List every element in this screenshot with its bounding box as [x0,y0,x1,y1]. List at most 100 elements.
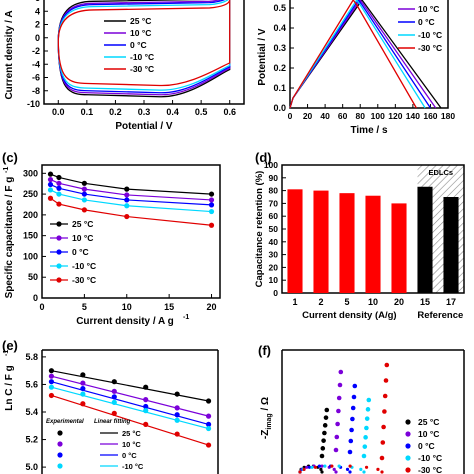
plot-frame [41,164,221,299]
legend-entry: -10 °C [72,261,96,271]
x-axis-label-sup: -1 [183,314,189,321]
x-tick-label: 120 [388,111,402,121]
impedance-point [345,467,350,471]
data-point [208,208,215,215]
y-axis-label: Potential / V [257,28,268,86]
fit-line-0 [51,370,209,402]
y-axis-label-main: -Z [260,430,271,439]
impedance-point [347,449,353,455]
data-point [205,442,212,448]
bar-15 [417,186,433,293]
data-point [47,195,54,201]
x-tick-label: 0.2 [109,107,122,117]
y-tick-label: 0.1 [273,83,286,93]
x-tick-label: 160 [423,111,437,121]
impedance-point [320,464,324,468]
legend-entry: -30 °C [130,64,154,74]
x-tick-label: 15 [420,297,430,307]
impedance-point [333,447,339,453]
impedance-point [322,423,328,428]
data-point [111,394,117,400]
legend-header: Experimental [46,419,84,425]
legend-entry: 10 °C [72,233,93,243]
x-tick-label: 60 [338,111,348,121]
impedance-point [305,465,309,469]
y-tick-label: 50 [269,224,279,234]
y-axis-label-sup: -1 [3,167,10,173]
impedance-point [324,407,330,413]
x-tick-label: 80 [355,111,365,121]
y-tick-label: 200 [23,210,38,220]
panel-label: (e) [2,338,18,353]
x-tick-label: 20 [394,297,404,307]
legend-entry: 25 °C [130,16,151,26]
data-point [47,171,54,177]
impedance-point [298,470,302,474]
legend-marker [57,430,63,436]
data-point [56,174,62,181]
legend-entry: 25 °C [418,417,439,427]
legend-entry: 25 °C [72,219,93,229]
data-point [124,186,130,192]
cv-curve-4 [57,0,231,87]
bar-10 [365,195,381,293]
x-tick-label: 0.3 [138,107,151,117]
y-tick-label: 60 [269,211,279,221]
data-point [81,186,87,192]
legend-entry: -30 °C [418,465,442,474]
data-point [48,368,55,374]
x-tick-label: 0.1 [81,107,94,117]
impedance-point [323,415,329,420]
data-point [143,403,149,410]
y-axis-label-sub: imag [266,413,273,429]
legend-marker [56,277,62,283]
y-tick-label: 90 [269,173,279,183]
y-axis-label: Specific capacitance / F g [4,177,15,299]
cv-curve-3 [57,0,231,91]
y-tick-label: 2 [35,20,40,30]
legend-entry: -10 °C [122,462,144,471]
data-point [174,412,180,418]
impedance-point [362,444,368,449]
x-tick-label: 10 [368,297,378,307]
y-tick-label: 5.6 [25,379,38,389]
data-point [48,392,55,399]
x-axis-label: Time / s [350,125,387,136]
x-tick-label: 15 [164,302,174,312]
x-tick-label: 0 [288,111,293,121]
x-tick-label: 0.5 [195,107,208,117]
data-point [205,421,212,427]
x-axis-label: Potential / V [115,121,173,132]
y-tick-label: -6 [32,73,40,83]
panel-a: -10 -8 -6 -4 -2 0 2 4 6 0.0 0.1 0.2 0.3 0.4 0.5 0.6 Pote… [4,0,245,132]
y-tick-label: 4 [35,6,40,16]
impedance-point [336,395,342,401]
legend-marker [405,455,411,461]
reference-label: EDLCs [428,168,453,177]
impedance-point [334,470,338,474]
legend-entry: 10 °C [122,440,141,449]
x-tick-label: 0.4 [166,107,179,117]
data-point [208,202,215,208]
data-point [124,203,130,209]
data-point [81,207,87,213]
x-tick-label: 0.6 [223,107,236,117]
legend-entry: -10 °C [418,30,442,40]
legend-marker [57,441,63,447]
legend-entry: -10 °C [130,52,154,62]
data-point [111,399,117,405]
data-point [56,191,62,197]
panel-b: 0.0 0.1 0.2 0.3 0.4 0.5 0 20 40 60 80 100 120 140 160 1… [257,0,455,136]
impedance-point [337,382,343,388]
y-tick-label: 50 [28,272,38,282]
impedance-point [363,435,368,440]
x-tick-label: 20 [303,111,313,121]
impedance-point [382,393,388,399]
y-tick-label: 300 [23,168,38,178]
impedance-point [348,464,352,468]
x-tick-label: 0 [39,302,44,312]
data-point [56,185,62,191]
impedance-point [376,467,380,471]
y-tick-label: 0.0 [273,103,286,113]
impedance-point [337,464,341,468]
